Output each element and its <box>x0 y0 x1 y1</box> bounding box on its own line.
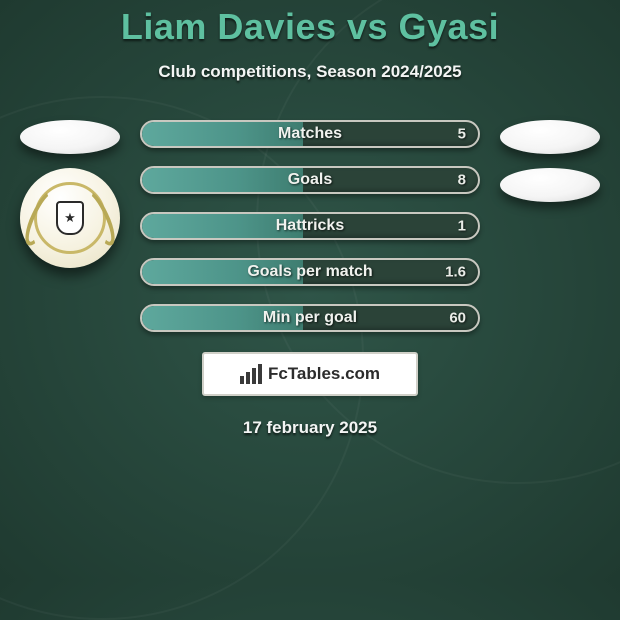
stat-bar-value: 8 <box>458 172 466 189</box>
stat-bar: Goals per match1.6 <box>140 258 480 286</box>
stats-bars: Matches5Goals8Hattricks1Goals per match1… <box>140 120 480 332</box>
date-text: 17 february 2025 <box>243 418 377 438</box>
stat-bar-label: Min per goal <box>142 309 478 327</box>
subtitle: Club competitions, Season 2024/2025 <box>158 62 461 82</box>
left-player-col: ★ <box>20 120 120 268</box>
stat-bar-value: 1.6 <box>445 264 466 281</box>
brand-badge[interactable]: FcTables.com <box>202 352 418 396</box>
bar-chart-icon <box>240 364 262 384</box>
stat-bar: Goals8 <box>140 166 480 194</box>
comparison-content: ★ Matches5 Goals8 Hattricks1 Goals per matc… <box>0 120 620 332</box>
club-silhouette <box>500 168 600 202</box>
stat-bar: Min per goal60 <box>140 304 480 332</box>
stat-bar-label: Goals <box>142 171 478 189</box>
brand-text: FcTables.com <box>268 364 380 384</box>
stat-bar-label: Matches <box>142 125 478 143</box>
page-title: Liam Davies vs Gyasi <box>121 6 499 48</box>
player-silhouette <box>500 120 600 154</box>
stat-bar-value: 1 <box>458 218 466 235</box>
club-crest: ★ <box>20 168 120 268</box>
player-silhouette <box>20 120 120 154</box>
stat-bar-value: 5 <box>458 126 466 143</box>
stat-bar-label: Goals per match <box>142 263 478 281</box>
shield-icon: ★ <box>56 201 84 235</box>
stat-bar: Hattricks1 <box>140 212 480 240</box>
stat-bar: Matches5 <box>140 120 480 148</box>
stat-bar-label: Hattricks <box>142 217 478 235</box>
right-player-col <box>500 120 600 202</box>
stat-bar-value: 60 <box>449 310 466 327</box>
